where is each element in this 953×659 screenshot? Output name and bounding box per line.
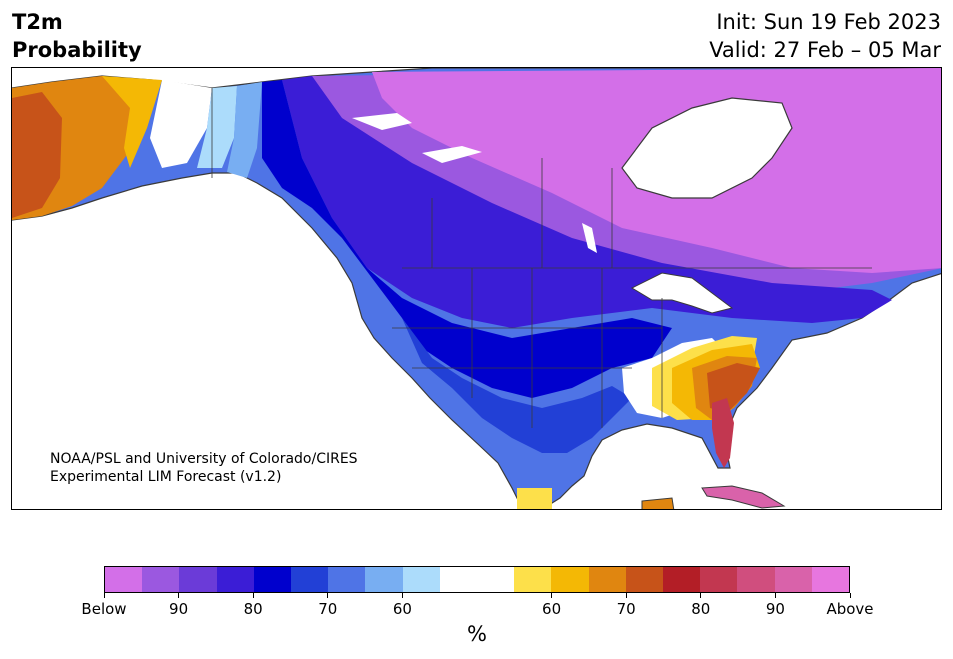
colorbar-units: % <box>467 622 487 646</box>
colorbar-tick-label: 70 <box>616 600 636 618</box>
colorbar-tick-label: 80 <box>691 600 711 618</box>
variable-name: T2m <box>12 10 63 34</box>
colorbar-segment <box>551 567 589 592</box>
colorbar-segment <box>774 567 812 592</box>
colorbar-tick-label: 60 <box>392 600 412 618</box>
colorbar-tick-label: 80 <box>243 600 263 618</box>
init-date: Init: Sun 19 Feb 2023 <box>716 10 941 34</box>
probability-colorbar <box>104 566 850 593</box>
colorbar-segment <box>700 567 738 592</box>
central-80 <box>282 76 892 328</box>
colorbar-segment <box>179 567 217 592</box>
yucatan-above <box>641 497 675 509</box>
colorbar-tick-label: 70 <box>318 600 338 618</box>
florida-above <box>712 398 734 468</box>
colorbar-tick-label: Above <box>826 600 874 618</box>
colorbar-tick <box>178 593 180 598</box>
cuba-above <box>701 485 786 509</box>
colorbar-segment <box>328 567 366 592</box>
map-svg <box>12 68 941 509</box>
colorbar-segment <box>625 567 664 592</box>
colorbar-segment <box>477 567 515 592</box>
colorbar-segment <box>291 567 329 592</box>
colorbar-tick <box>551 593 553 598</box>
state-borders <box>211 88 872 428</box>
colorbar-segment <box>216 567 254 592</box>
credit-model: Experimental LIM Forecast (v1.2) <box>50 469 282 485</box>
west-canada-70 <box>227 82 262 178</box>
southwest-60 <box>402 318 632 453</box>
west-us-70 <box>262 80 672 398</box>
colorbar-tick-label: 60 <box>542 600 562 618</box>
alaska-fringe-above <box>102 76 162 168</box>
colorbar-segment <box>402 567 440 592</box>
colorbar-tick <box>849 593 851 598</box>
colorbar-tick <box>625 593 627 598</box>
colorbar-tick <box>774 593 776 598</box>
probability-map: NOAA/PSL and University of Colorado/CIRE… <box>11 67 942 510</box>
colorbar-segment <box>737 567 775 592</box>
colorbar-segment <box>253 567 292 592</box>
great-slave-lake <box>422 146 482 163</box>
colorbar-tick-label: 90 <box>765 600 785 618</box>
hudson-bay <box>621 97 793 199</box>
alaska-core-above <box>12 92 62 218</box>
colorbar-segment <box>514 567 552 592</box>
colorbar-tick <box>327 593 329 598</box>
colorbar-segment <box>439 567 478 592</box>
colorbar-segment <box>663 567 701 592</box>
colorbar-tick-label: 90 <box>169 600 189 618</box>
mexico-south-60 <box>517 488 552 509</box>
alaska-near-normal <box>150 80 212 168</box>
colorbar-tick <box>103 593 105 598</box>
forecast-credit: NOAA/PSL and University of Colorado/CIRE… <box>50 450 358 486</box>
map-title: T2m Probability <box>12 8 142 64</box>
colorbar-segment <box>365 567 403 592</box>
great-bear-lake <box>352 113 412 130</box>
forecast-dates: Init: Sun 19 Feb 2023 Valid: 27 Feb – 05… <box>709 8 941 64</box>
west-canada-60 <box>197 86 237 168</box>
colorbar-segment <box>588 567 626 592</box>
colorbar-tick-label: Below <box>81 600 127 618</box>
colorbar-tick <box>252 593 254 598</box>
credit-institution: NOAA/PSL and University of Colorado/CIRE… <box>50 451 358 467</box>
lake-winnipeg <box>582 223 597 253</box>
colorbar-tick <box>700 593 702 598</box>
product-name: Probability <box>12 38 142 62</box>
colorbar-segment <box>811 567 850 592</box>
colorbar-tick <box>401 593 403 598</box>
colorbar-segment <box>142 567 180 592</box>
valid-range: Valid: 27 Feb – 05 Mar <box>709 38 941 62</box>
colorbar-segment <box>105 567 143 592</box>
